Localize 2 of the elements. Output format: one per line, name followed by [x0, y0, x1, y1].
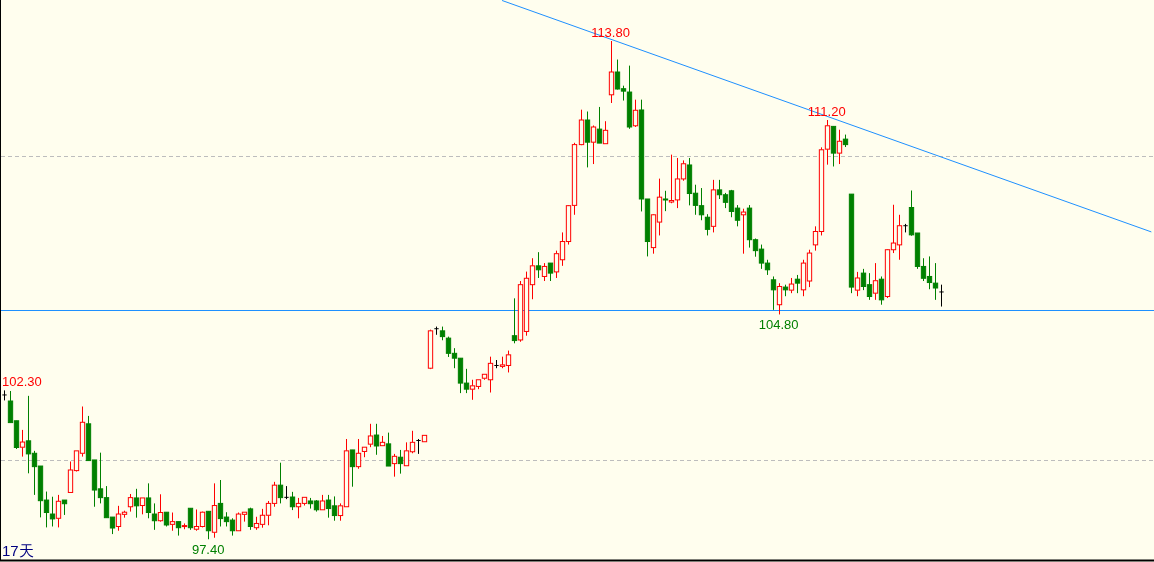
note: 17天 — [2, 542, 34, 559]
note: 102.30 — [2, 374, 42, 390]
